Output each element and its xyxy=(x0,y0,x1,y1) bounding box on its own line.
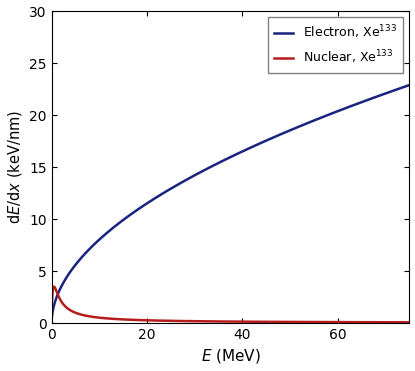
X-axis label: $E$ (MeV): $E$ (MeV) xyxy=(200,348,261,365)
Legend: Electron, Xe$^{133}$, Nuclear, Xe$^{133}$: Electron, Xe$^{133}$, Nuclear, Xe$^{133}… xyxy=(268,17,403,72)
Y-axis label: d$E$/d$x$ (keV/nm): d$E$/d$x$ (keV/nm) xyxy=(5,110,24,224)
